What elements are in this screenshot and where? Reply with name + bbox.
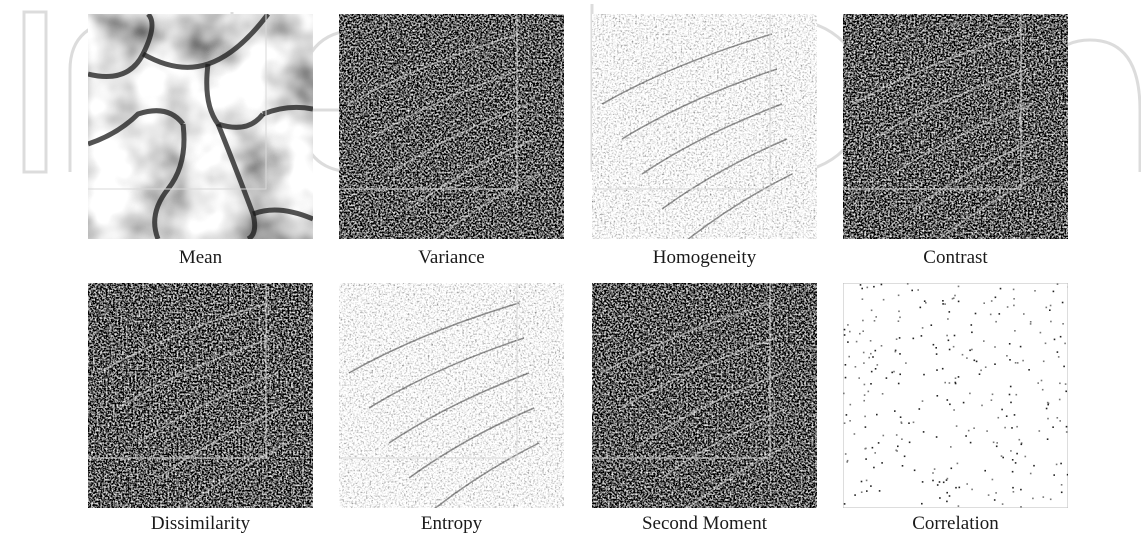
caption-entropy: Entropy (420, 513, 483, 534)
homogeneity-image (592, 14, 817, 239)
second-moment-image (592, 283, 817, 508)
caption-homogeneity: Homogeneity (652, 247, 757, 268)
caption-contrast: Contrast (923, 247, 988, 268)
dissimilarity-image (88, 283, 313, 508)
correlation-image (843, 283, 1068, 508)
caption-correlation: Correlation (912, 513, 999, 534)
mean-image (88, 14, 313, 239)
caption-second-moment: Second Moment (641, 513, 768, 534)
caption-dissimilarity: Dissimilarity (150, 513, 251, 534)
caption-variance: Variance (418, 247, 485, 268)
caption-mean: Mean (178, 247, 223, 268)
contrast-image (843, 14, 1068, 239)
variance-image (339, 14, 564, 239)
entropy-image (339, 283, 564, 508)
